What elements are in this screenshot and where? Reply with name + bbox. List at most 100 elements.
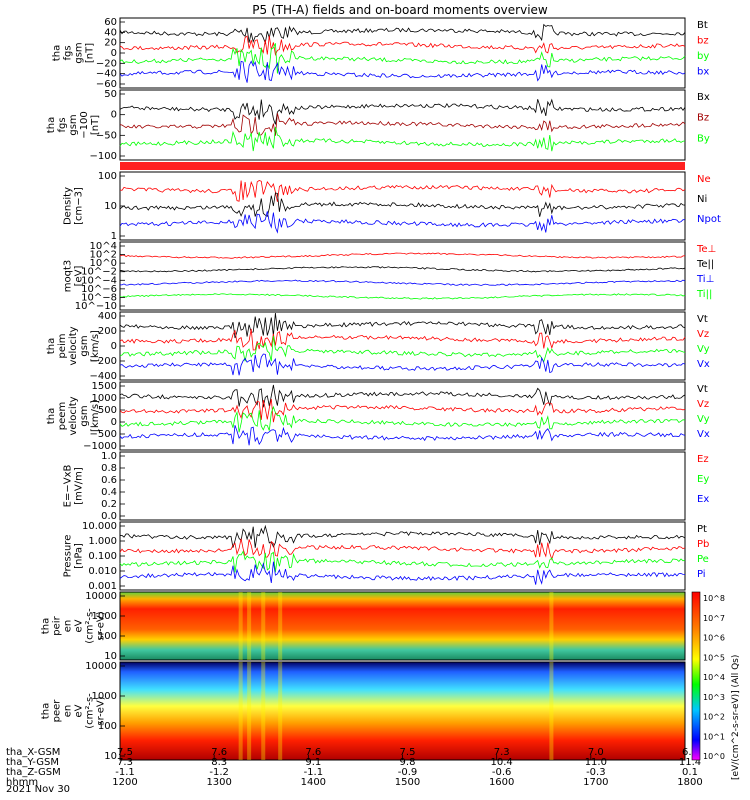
ytick-label: 1000 <box>92 611 117 622</box>
legend-bz: bz <box>697 36 709 47</box>
series-line-Te⊥ <box>119 252 686 259</box>
ylabel-line: moqt3 <box>63 260 74 293</box>
panel-frame <box>119 89 686 161</box>
ytick-label: 0.010 <box>88 566 117 577</box>
ylabel-line: gsm <box>79 405 90 426</box>
colorbar-tick: 10^5 <box>703 653 725 662</box>
spectrogram-streak <box>549 662 554 760</box>
ylabel-line: [mV/m] <box>74 467 85 505</box>
ytick-label: 10 <box>104 201 117 212</box>
ytick-label: −50 <box>96 130 117 141</box>
ytick-label: −100 <box>90 151 117 162</box>
legend-Vt: Vt <box>697 314 708 325</box>
ytick-label: 60 <box>104 17 117 28</box>
panel-frame <box>119 381 686 451</box>
ylabel-line: sr-eV) <box>96 611 107 640</box>
panel-frame <box>119 521 686 591</box>
time-row-value: 1300 <box>206 777 231 788</box>
time-row-value: 7.5 <box>400 747 416 758</box>
time-row-value: 1200 <box>112 777 137 788</box>
series-line-Pi <box>119 561 686 585</box>
panel-frame <box>119 311 686 381</box>
series-line-Vx <box>119 353 686 376</box>
ylabel-line: velocity <box>68 396 79 435</box>
series-line-Bx <box>119 98 686 125</box>
time-row-value: 9.1 <box>305 757 321 768</box>
legend-by: by <box>697 51 709 62</box>
ylabel-line: en <box>63 620 74 633</box>
time-row-value: 1600 <box>489 777 514 788</box>
spectrogram-peer <box>119 661 686 761</box>
ytick-label: 10000 <box>85 661 117 672</box>
time-row-value: 6.7 <box>682 747 698 758</box>
ytick-label: −60 <box>96 79 117 90</box>
time-row-value: 7.3 <box>494 747 510 758</box>
ylabel-line: [nT] <box>85 43 96 63</box>
ytick-label: −400 <box>90 371 117 382</box>
legend-Ne: Ne <box>697 174 711 185</box>
ytick-label: 1.000 <box>88 536 117 547</box>
time-row-value: 1800 <box>677 777 702 788</box>
legend-bx: bx <box>697 67 709 78</box>
ylabel-line: gsm <box>79 335 90 356</box>
ylabel-line: [nPa] <box>74 543 85 569</box>
ytick-label: 1000 <box>92 393 117 404</box>
ytick-label: 0 <box>111 341 117 352</box>
ylabel-line: E=−VxB <box>63 465 74 508</box>
colorbar-tick: 10^3 <box>703 693 725 702</box>
time-row-value: -1.2 <box>209 767 229 778</box>
time-row-value: 1500 <box>395 777 420 788</box>
time-row-label: tha_Z-GSM <box>6 767 61 778</box>
ytick-label: 100 <box>98 171 117 182</box>
ytick-label: 20 <box>104 38 117 49</box>
ylabel-line: peem <box>57 402 68 430</box>
time-row-value: -0.6 <box>492 767 512 778</box>
ytick-label: 10^−2 <box>81 267 117 278</box>
legend-Pe: Pe <box>697 554 709 565</box>
spectrogram-streak <box>238 662 243 760</box>
legend-By: By <box>697 133 710 144</box>
colorbar-tick: 10^0 <box>703 752 725 761</box>
ylabel-line: tha <box>46 408 57 424</box>
panel-frame <box>119 241 686 311</box>
series-line-Vy <box>119 405 686 433</box>
time-row-label: tha_Y-GSM <box>6 757 59 768</box>
ylabel-line: Pressure <box>63 535 74 578</box>
series-line-by <box>119 43 686 74</box>
panel-frame <box>119 17 686 89</box>
ylabel-line: velocity <box>68 326 79 365</box>
ytick-label: 1.0 <box>101 451 117 462</box>
series-line-Vy <box>119 335 686 363</box>
series-line-Ni <box>119 192 686 218</box>
panel-peim-velocity: Vt Vz Vy Vx 400 200 0 −200 −400 tha peim velocity gs… <box>46 311 710 382</box>
date-label: 2021 Nov 30 <box>6 784 70 795</box>
time-row-value: 1700 <box>583 777 608 788</box>
series-line-Vz <box>119 328 686 351</box>
spectrogram-streak <box>278 592 283 660</box>
ytick-label: 10^2 <box>90 250 117 261</box>
legend-Ti||: Ti|| <box>696 289 712 300</box>
colorbar-tick: 10^4 <box>703 673 725 682</box>
spectrogram-streak <box>247 592 252 660</box>
ytick-label: 0.8 <box>101 463 117 474</box>
time-row-value: 7.5 <box>117 747 133 758</box>
ylabel-line: peir <box>52 615 63 635</box>
legend-Vz: Vz <box>697 329 709 340</box>
ylabel-line: tha <box>52 45 63 61</box>
series-line-bx <box>119 60 686 83</box>
ytick-label: 100 <box>98 721 117 732</box>
spectrogram-streak <box>238 592 243 660</box>
spectrogram-peir <box>119 591 686 661</box>
ylabel-line: tha <box>46 338 57 354</box>
ylabel-line: [cm−3] <box>74 187 85 225</box>
ytick-label: 10 <box>104 651 117 662</box>
series-line-Vt <box>119 312 686 339</box>
ytick-label: 0.100 <box>88 551 117 562</box>
legend-Bx: Bx <box>697 92 710 103</box>
ylabel-line: Density <box>63 187 74 225</box>
panel-peer: 10000 1000 100 10 tha peer en eV (cm²-s-sr-eV) <box>41 661 686 762</box>
legend-Pi: Pi <box>697 569 706 580</box>
